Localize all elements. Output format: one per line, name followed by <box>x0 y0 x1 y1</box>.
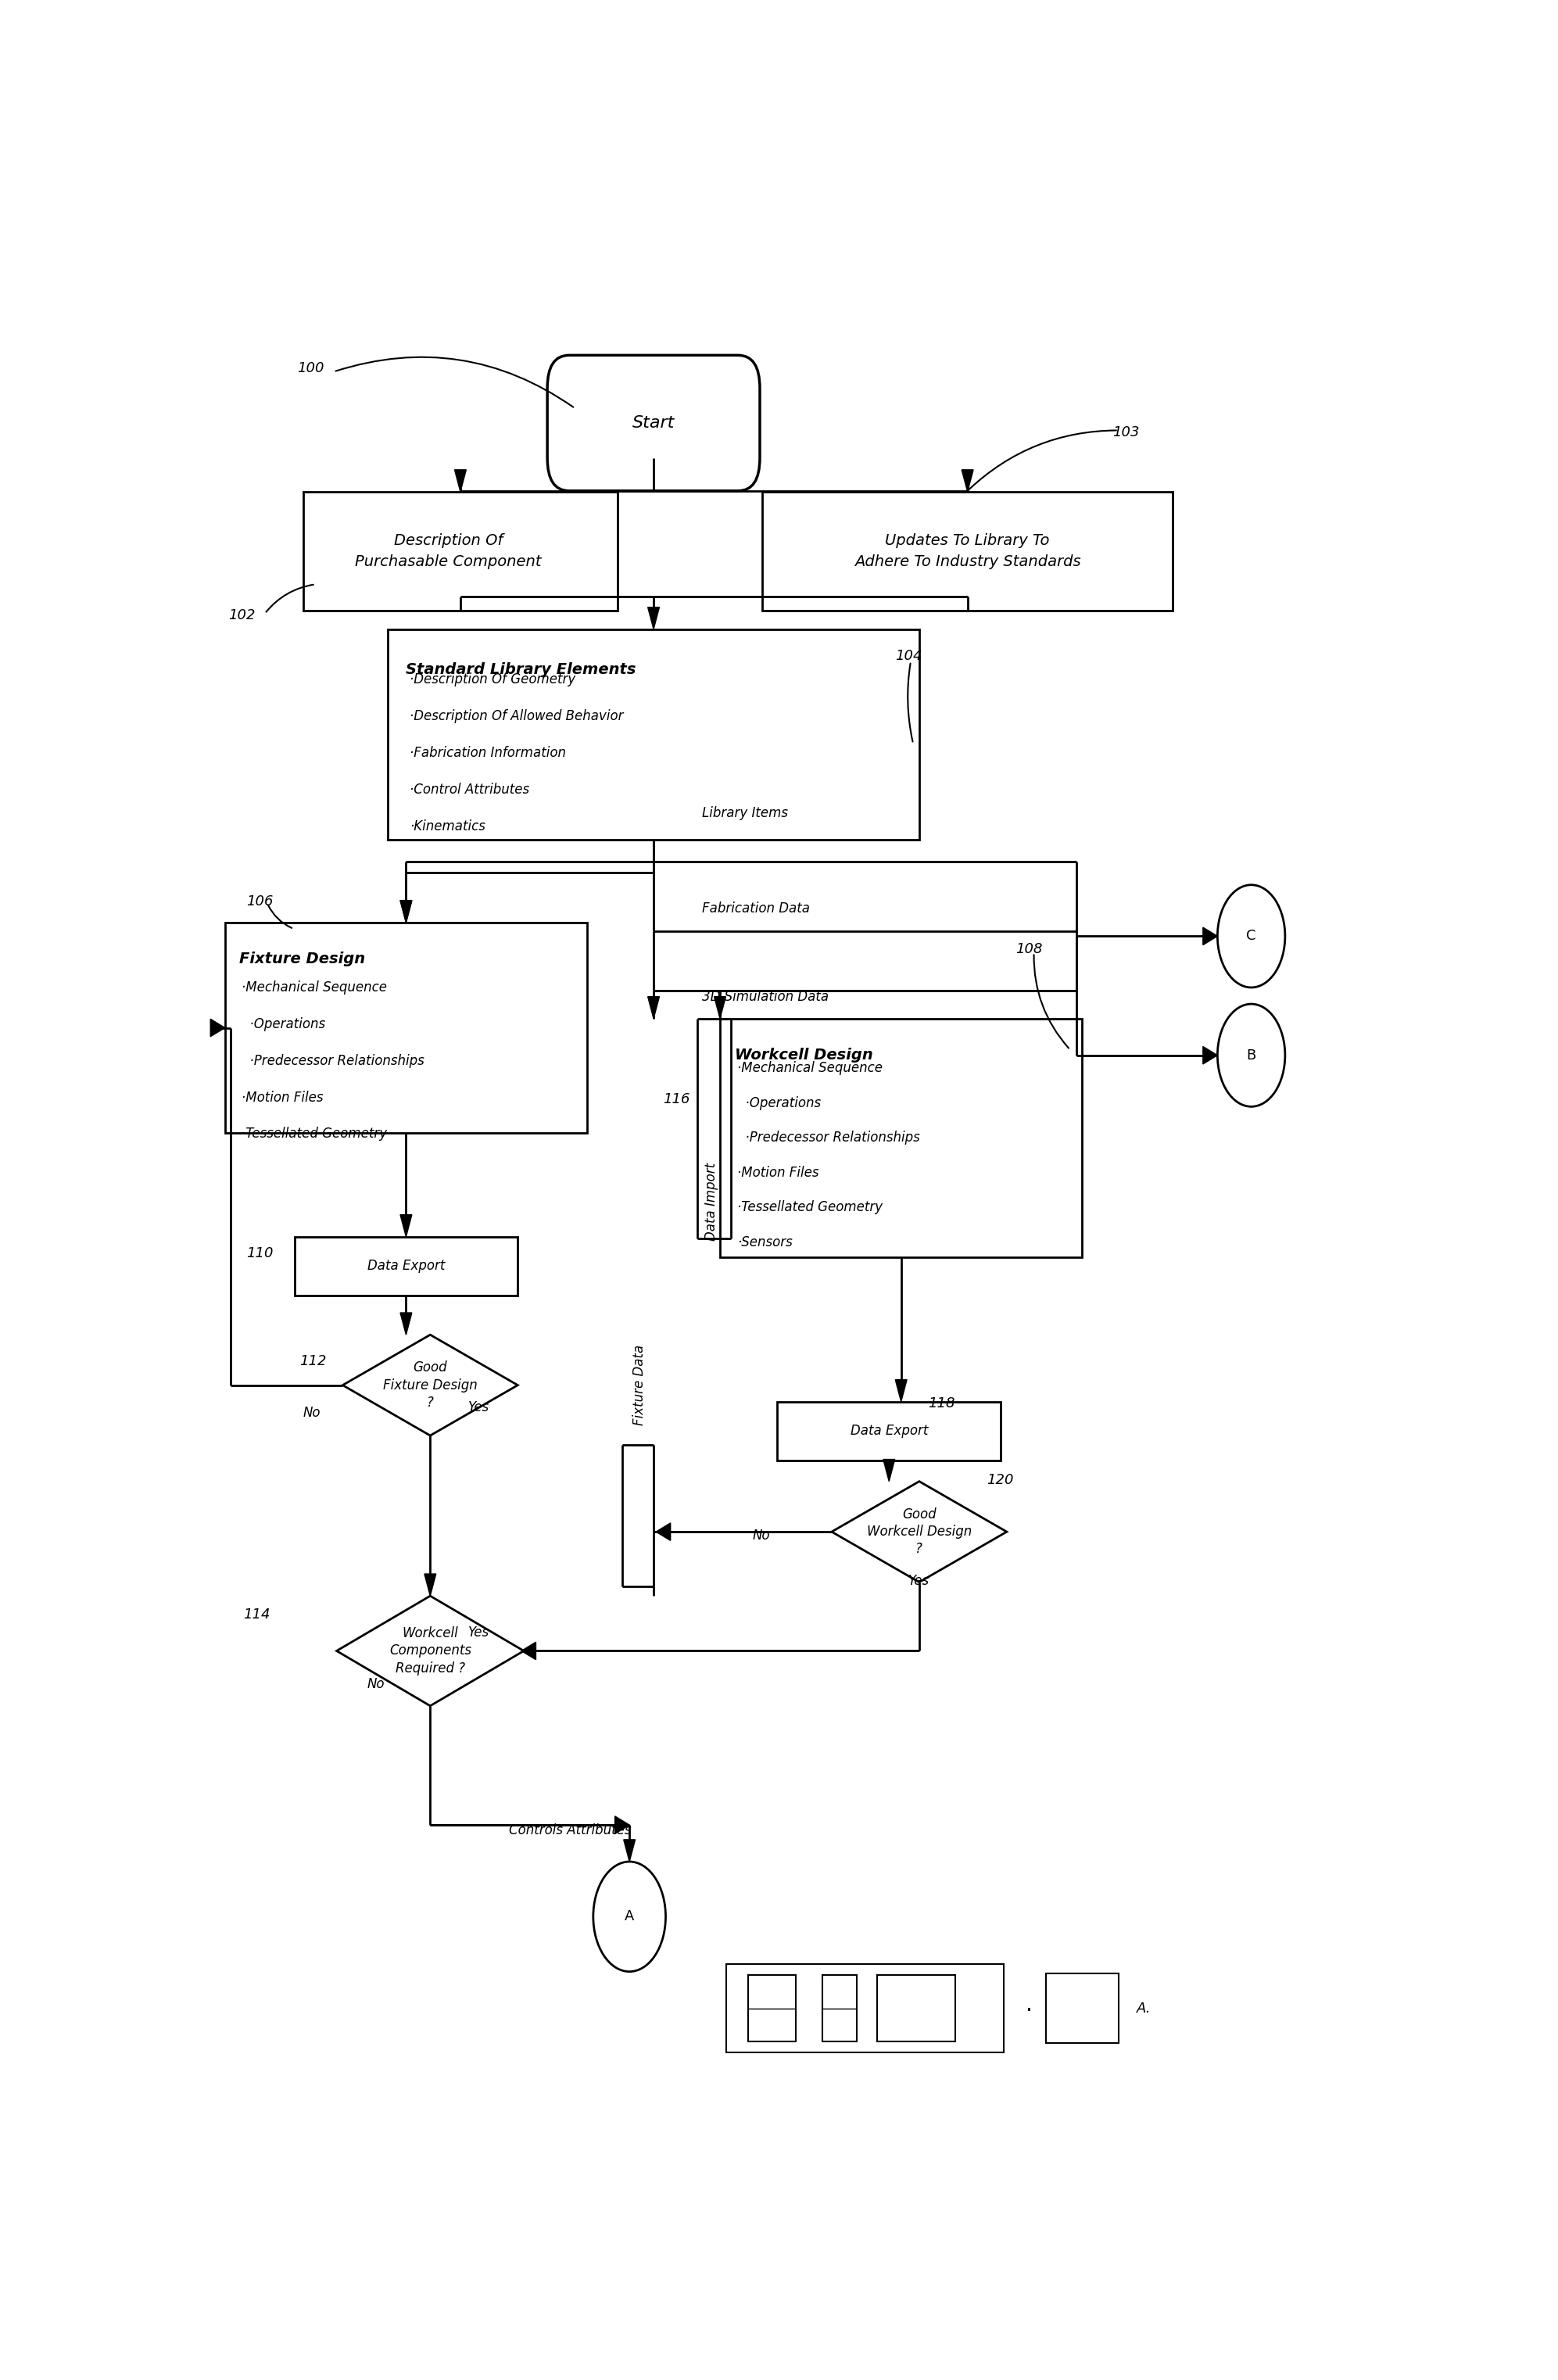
Circle shape <box>1217 885 1285 988</box>
Polygon shape <box>648 997 659 1019</box>
Polygon shape <box>337 1597 523 1706</box>
Polygon shape <box>400 1214 411 1238</box>
Text: Start: Start <box>633 414 675 431</box>
Bar <box>777 1402 1000 1461</box>
Text: Good
Fixture Design
?: Good Fixture Design ? <box>383 1361 477 1409</box>
Text: Library Items: Library Items <box>701 807 788 821</box>
Bar <box>294 1238 517 1295</box>
Bar <box>823 1975 857 2042</box>
Text: 120: 120 <box>986 1473 1014 1488</box>
Text: ·Description Of Allowed Behavior: ·Description Of Allowed Behavior <box>410 709 623 724</box>
Bar <box>388 628 919 840</box>
Text: A: A <box>625 1909 634 1923</box>
Text: Good
Workcell Design
?: Good Workcell Design ? <box>866 1507 972 1557</box>
Polygon shape <box>343 1335 517 1435</box>
Polygon shape <box>656 1523 670 1540</box>
Text: Description Of
Purchasable Component: Description Of Purchasable Component <box>355 533 542 569</box>
Text: ·Tessellated Geometry: ·Tessellated Geometry <box>737 1200 882 1214</box>
Polygon shape <box>1203 1047 1217 1064</box>
Text: 100: 100 <box>298 362 324 376</box>
Text: Data Import: Data Import <box>704 1164 718 1240</box>
Polygon shape <box>623 1840 636 1861</box>
Polygon shape <box>883 1459 894 1480</box>
Text: No: No <box>304 1407 321 1421</box>
Text: ·Sensors: ·Sensors <box>737 1235 791 1250</box>
Text: Workcell Design: Workcell Design <box>734 1047 872 1064</box>
Text: Updates To Library To
Adhere To Industry Standards: Updates To Library To Adhere To Industry… <box>854 533 1081 569</box>
Circle shape <box>1217 1004 1285 1107</box>
Text: .: . <box>1025 1994 1033 2016</box>
Text: Fixture Design: Fixture Design <box>240 952 366 966</box>
Text: Controls Attributes: Controls Attributes <box>508 1823 631 1837</box>
Text: Standard Library Elements: Standard Library Elements <box>407 662 636 676</box>
Polygon shape <box>522 1642 536 1659</box>
Polygon shape <box>424 1573 436 1597</box>
Text: ·Motion Files: ·Motion Files <box>241 1090 324 1104</box>
Text: ·Control Attributes: ·Control Attributes <box>410 783 530 797</box>
Bar <box>720 1019 1083 1257</box>
Text: Workcell
Components
Required ?: Workcell Components Required ? <box>390 1626 471 1676</box>
Text: 102: 102 <box>229 609 256 624</box>
Text: C: C <box>1246 928 1256 942</box>
Polygon shape <box>961 469 974 493</box>
Text: 106: 106 <box>246 895 274 909</box>
Text: ·Operations: ·Operations <box>241 1016 326 1031</box>
Circle shape <box>594 1861 665 1971</box>
Polygon shape <box>648 607 659 628</box>
Bar <box>762 493 1173 612</box>
Polygon shape <box>1203 928 1217 945</box>
Text: Data Export: Data Export <box>368 1259 446 1273</box>
Text: ·Fabrication Information: ·Fabrication Information <box>410 745 566 759</box>
Text: ·Tessellated Geometry: ·Tessellated Geometry <box>241 1128 388 1140</box>
Text: No: No <box>368 1678 385 1690</box>
Polygon shape <box>455 469 466 493</box>
Text: Fabrication Data: Fabrication Data <box>701 902 810 916</box>
Text: Yes: Yes <box>908 1573 930 1587</box>
Text: ·Mechanical Sequence: ·Mechanical Sequence <box>737 1061 882 1076</box>
Text: 3D Simulation Data: 3D Simulation Data <box>701 990 829 1004</box>
Text: 110: 110 <box>246 1247 274 1261</box>
Bar <box>748 1975 796 2042</box>
Polygon shape <box>714 997 726 1019</box>
Text: 103: 103 <box>1112 426 1139 440</box>
Text: B: B <box>1246 1047 1256 1061</box>
Text: 118: 118 <box>927 1397 955 1411</box>
Text: ·Mechanical Sequence: ·Mechanical Sequence <box>241 981 388 995</box>
Text: ·Description Of Geometry: ·Description Of Geometry <box>410 674 575 688</box>
Text: ·Motion Files: ·Motion Files <box>737 1166 818 1180</box>
Text: Data Export: Data Export <box>851 1423 929 1438</box>
Text: Yes: Yes <box>467 1626 489 1640</box>
Text: ·Operations: ·Operations <box>737 1095 821 1109</box>
Polygon shape <box>400 900 411 923</box>
Text: 112: 112 <box>299 1354 327 1368</box>
Text: Fixture Data: Fixture Data <box>633 1345 647 1426</box>
Text: 108: 108 <box>1016 942 1042 957</box>
Bar <box>1045 1973 1119 2042</box>
Text: 104: 104 <box>894 650 922 662</box>
Polygon shape <box>615 1816 629 1833</box>
Text: 114: 114 <box>243 1607 270 1621</box>
Text: 116: 116 <box>664 1092 690 1107</box>
Bar <box>877 1975 955 2042</box>
Bar <box>224 923 587 1133</box>
Text: No: No <box>753 1528 770 1542</box>
Polygon shape <box>896 1380 907 1402</box>
Text: ·Kinematics: ·Kinematics <box>410 819 486 833</box>
Polygon shape <box>400 900 411 923</box>
Text: ·Predecessor Relationships: ·Predecessor Relationships <box>737 1130 919 1145</box>
Polygon shape <box>210 1019 224 1038</box>
Text: A.: A. <box>1137 2002 1151 2016</box>
Text: ·Predecessor Relationships: ·Predecessor Relationships <box>241 1054 425 1069</box>
FancyBboxPatch shape <box>547 355 760 490</box>
Polygon shape <box>400 1314 411 1335</box>
Polygon shape <box>832 1480 1006 1583</box>
Text: Yes: Yes <box>467 1399 489 1414</box>
Bar <box>726 1963 1003 2052</box>
Bar <box>304 493 617 612</box>
